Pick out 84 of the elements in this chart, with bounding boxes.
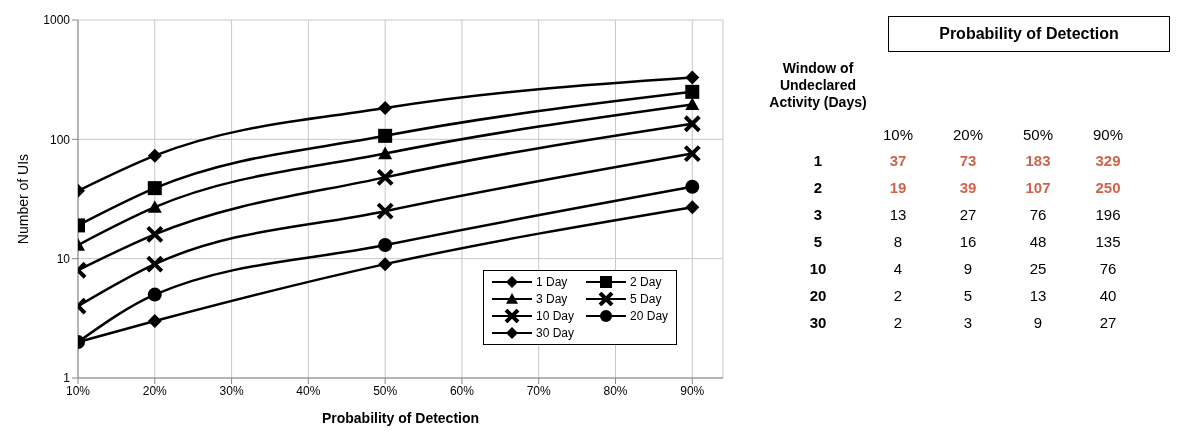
data-label: 2 [893,287,903,304]
data-label: 76 [1029,206,1047,223]
point [147,200,162,213]
data-label: 3 [963,314,973,331]
point [378,146,393,160]
data-label: 27 [959,206,977,223]
data-label: 2 [893,314,903,331]
chart-title: Probability of Detection [888,16,1170,52]
data-label: 73 [959,152,977,169]
data-label: 40 [1099,287,1117,304]
point [378,257,393,272]
y-tick-label: 20 [809,287,827,304]
y-tick-label: 30 [809,314,827,331]
y-axis-title: Number of UIs [14,153,31,245]
x-tick-label: 50% [1022,126,1054,143]
legend-label: 10 Day [536,309,575,323]
point [147,181,162,196]
y-tick-label: 10 [56,251,71,266]
x-tick-label: 70% [526,383,552,398]
x-axis-title: Probability of Detection [321,410,480,426]
x-tick-label: 10% [65,383,91,398]
y-tick-label: 1 [813,152,823,169]
x-tick-label: 80% [603,383,628,398]
data-label: 37 [889,152,907,169]
y-axis-title: Window of Undeclared Activity (Days) [768,60,868,111]
point [376,202,395,221]
x-tick-label: 90% [1092,126,1124,143]
data-label: 107 [1025,179,1051,196]
point [378,101,393,116]
data-label: 196 [1095,206,1121,223]
y-tick-label: 1 [63,371,71,386]
y-tick-label: 1000 [43,13,71,28]
data-label: 250 [1095,179,1121,196]
data-label: 4 [893,260,903,277]
data-label: 9 [1033,314,1043,331]
x-tick-label: 20% [142,383,168,398]
point [685,84,700,99]
x-tick-label: 40% [296,383,321,398]
point [147,314,162,329]
data-label: 48 [1029,233,1047,250]
legend-label: 3 Day [536,292,568,306]
point [685,97,700,111]
point [685,200,700,215]
data-label: 8 [893,233,903,250]
data-label: 5 [963,287,973,304]
y-tick-label: 3 [813,206,823,223]
x-tick-label: 10% [882,126,914,143]
data-label: 13 [889,206,907,223]
point [145,255,164,274]
point [683,114,702,133]
y-tick-label: 5 [813,233,823,250]
legend-label: 5 Day [630,292,662,306]
x-tick-label: 60% [449,383,475,398]
x-tick-label: 90% [680,383,705,398]
y-tick-label: 100 [49,132,71,147]
point [685,70,700,85]
data-label: 39 [959,179,977,196]
data-label: 135 [1095,233,1121,250]
legend-label: 30 Day [536,326,575,340]
point [685,179,700,194]
legend-label: 1 Day [536,275,568,289]
legend-label: 20 Day [630,309,669,323]
data-label: 27 [1099,314,1117,331]
legend-label: 2 Day [630,275,662,289]
data-label: 19 [889,179,907,196]
x-tick-label: 30% [219,383,244,398]
point [378,128,393,143]
data-label: 13 [1029,287,1047,304]
x-tick-label: 20% [952,126,984,143]
data-label: 25 [1029,260,1047,277]
x-tick-label: 50% [373,383,398,398]
point [378,238,393,253]
y-tick-label: 10 [809,260,827,277]
data-label: 9 [963,260,973,277]
data-label: 16 [959,233,977,250]
data-label: 183 [1025,152,1051,169]
data-label: 76 [1099,260,1117,277]
point [683,144,702,163]
point [145,225,164,244]
y-tick-label: 2 [813,179,823,196]
point [376,168,395,187]
data-label: 329 [1095,152,1121,169]
point [147,148,162,163]
point [147,287,162,302]
